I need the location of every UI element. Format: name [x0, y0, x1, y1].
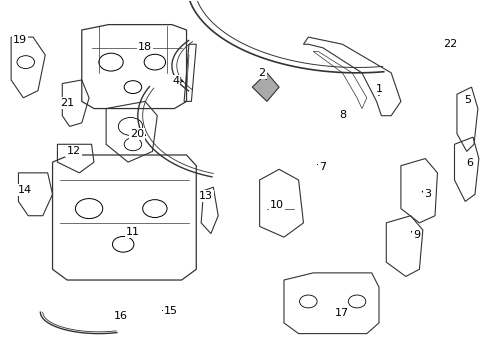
Text: 10: 10 — [270, 200, 284, 210]
Text: 9: 9 — [412, 230, 420, 240]
Text: 4: 4 — [172, 76, 183, 86]
Text: 20: 20 — [130, 129, 146, 139]
Text: 14: 14 — [18, 185, 32, 195]
Text: 8: 8 — [339, 110, 346, 120]
Text: 19: 19 — [13, 35, 27, 45]
Text: 16: 16 — [114, 311, 128, 321]
Text: 18: 18 — [138, 42, 152, 52]
Text: 12: 12 — [67, 146, 80, 156]
Text: 17: 17 — [334, 308, 348, 318]
Text: 7: 7 — [318, 162, 326, 172]
Polygon shape — [252, 73, 279, 102]
Text: 1: 1 — [375, 84, 383, 95]
Text: 13: 13 — [199, 191, 213, 201]
Text: 2: 2 — [259, 68, 267, 79]
Text: 22: 22 — [443, 39, 458, 49]
Text: 3: 3 — [422, 189, 431, 199]
Text: 11: 11 — [126, 227, 140, 237]
Text: 15: 15 — [163, 306, 178, 316]
Text: 5: 5 — [465, 95, 472, 105]
Text: 6: 6 — [466, 158, 474, 168]
Text: 21: 21 — [60, 98, 74, 108]
